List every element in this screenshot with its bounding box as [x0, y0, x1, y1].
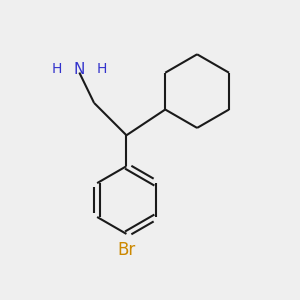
Text: H: H	[52, 62, 62, 76]
Text: N: N	[74, 61, 85, 76]
Text: H: H	[96, 62, 106, 76]
Text: Br: Br	[117, 241, 136, 259]
